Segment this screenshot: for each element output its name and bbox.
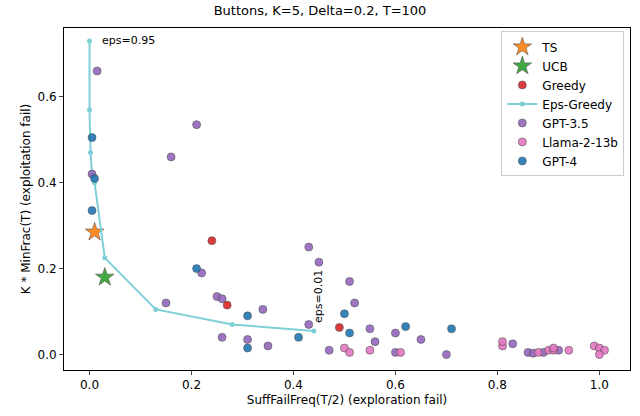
svg-text:SuffFailFreq(T/2) (exploration: SuffFailFreq(T/2) (exploration fail) [247, 393, 447, 407]
svg-text:K * MinFrac(T) (exploitation f: K * MinFrac(T) (exploitation fail) [19, 104, 33, 295]
svg-text:GPT-4: GPT-4 [542, 155, 577, 169]
svg-text:TS: TS [541, 41, 557, 55]
svg-text:Eps-Greedy: Eps-Greedy [542, 98, 612, 112]
svg-text:0.6: 0.6 [38, 90, 57, 104]
svg-text:Buttons, K=5, Delta=0.2, T=100: Buttons, K=5, Delta=0.2, T=100 [214, 3, 427, 18]
svg-text:eps=0.01: eps=0.01 [312, 270, 325, 323]
svg-text:Llama-2-13b: Llama-2-13b [542, 136, 618, 150]
svg-text:0.8: 0.8 [488, 378, 507, 392]
svg-text:GPT-3.5: GPT-3.5 [542, 117, 588, 131]
svg-text:0.2: 0.2 [38, 262, 57, 276]
svg-text:0.0: 0.0 [80, 378, 99, 392]
svg-text:0.6: 0.6 [386, 378, 405, 392]
svg-text:Greedy: Greedy [542, 79, 585, 93]
svg-text:0.0: 0.0 [38, 348, 57, 362]
svg-text:0.4: 0.4 [38, 176, 57, 190]
svg-text:0.2: 0.2 [182, 378, 201, 392]
svg-text:UCB: UCB [542, 60, 567, 74]
svg-text:1.0: 1.0 [590, 378, 609, 392]
svg-text:0.4: 0.4 [284, 378, 303, 392]
svg-text:eps=0.95: eps=0.95 [102, 34, 155, 47]
